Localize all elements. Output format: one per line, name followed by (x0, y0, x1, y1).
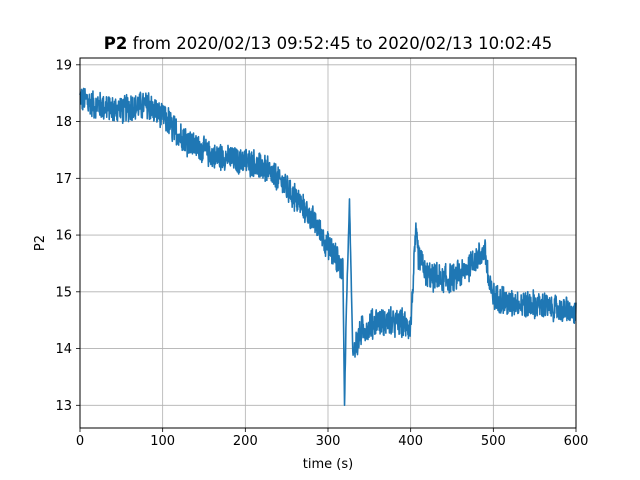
y-axis: 13 14 15 16 17 18 19 (55, 58, 80, 414)
chart-title: P2 from 2020/02/13 09:52:45 to 2020/02/1… (0, 34, 640, 53)
y-axis-label: P2 (33, 235, 48, 251)
y-tick-label: 17 (55, 172, 72, 187)
x-tick-label: 200 (233, 434, 258, 449)
x-tick-label: 400 (398, 434, 423, 449)
chart-title-variable: P2 (103, 34, 128, 53)
x-axis-label: time (s) (303, 457, 353, 472)
y-tick-label: 18 (55, 115, 72, 130)
y-tick-label: 16 (55, 229, 72, 244)
x-tick-label: 0 (76, 434, 84, 449)
x-tick-label: 300 (316, 434, 341, 449)
y-tick-label: 19 (55, 58, 72, 73)
x-tick-label: 500 (481, 434, 506, 449)
y-tick-label: 14 (55, 342, 72, 357)
x-axis: 0 100 200 300 400 500 600 (76, 428, 589, 449)
y-tick-label: 13 (55, 399, 72, 414)
y-tick-label: 15 (55, 285, 72, 300)
x-tick-label: 100 (150, 434, 175, 449)
chart-title-range: from 2020/02/13 09:52:45 to 2020/02/13 1… (127, 34, 553, 53)
x-tick-label: 600 (564, 434, 589, 449)
series-line (79, 87, 577, 406)
